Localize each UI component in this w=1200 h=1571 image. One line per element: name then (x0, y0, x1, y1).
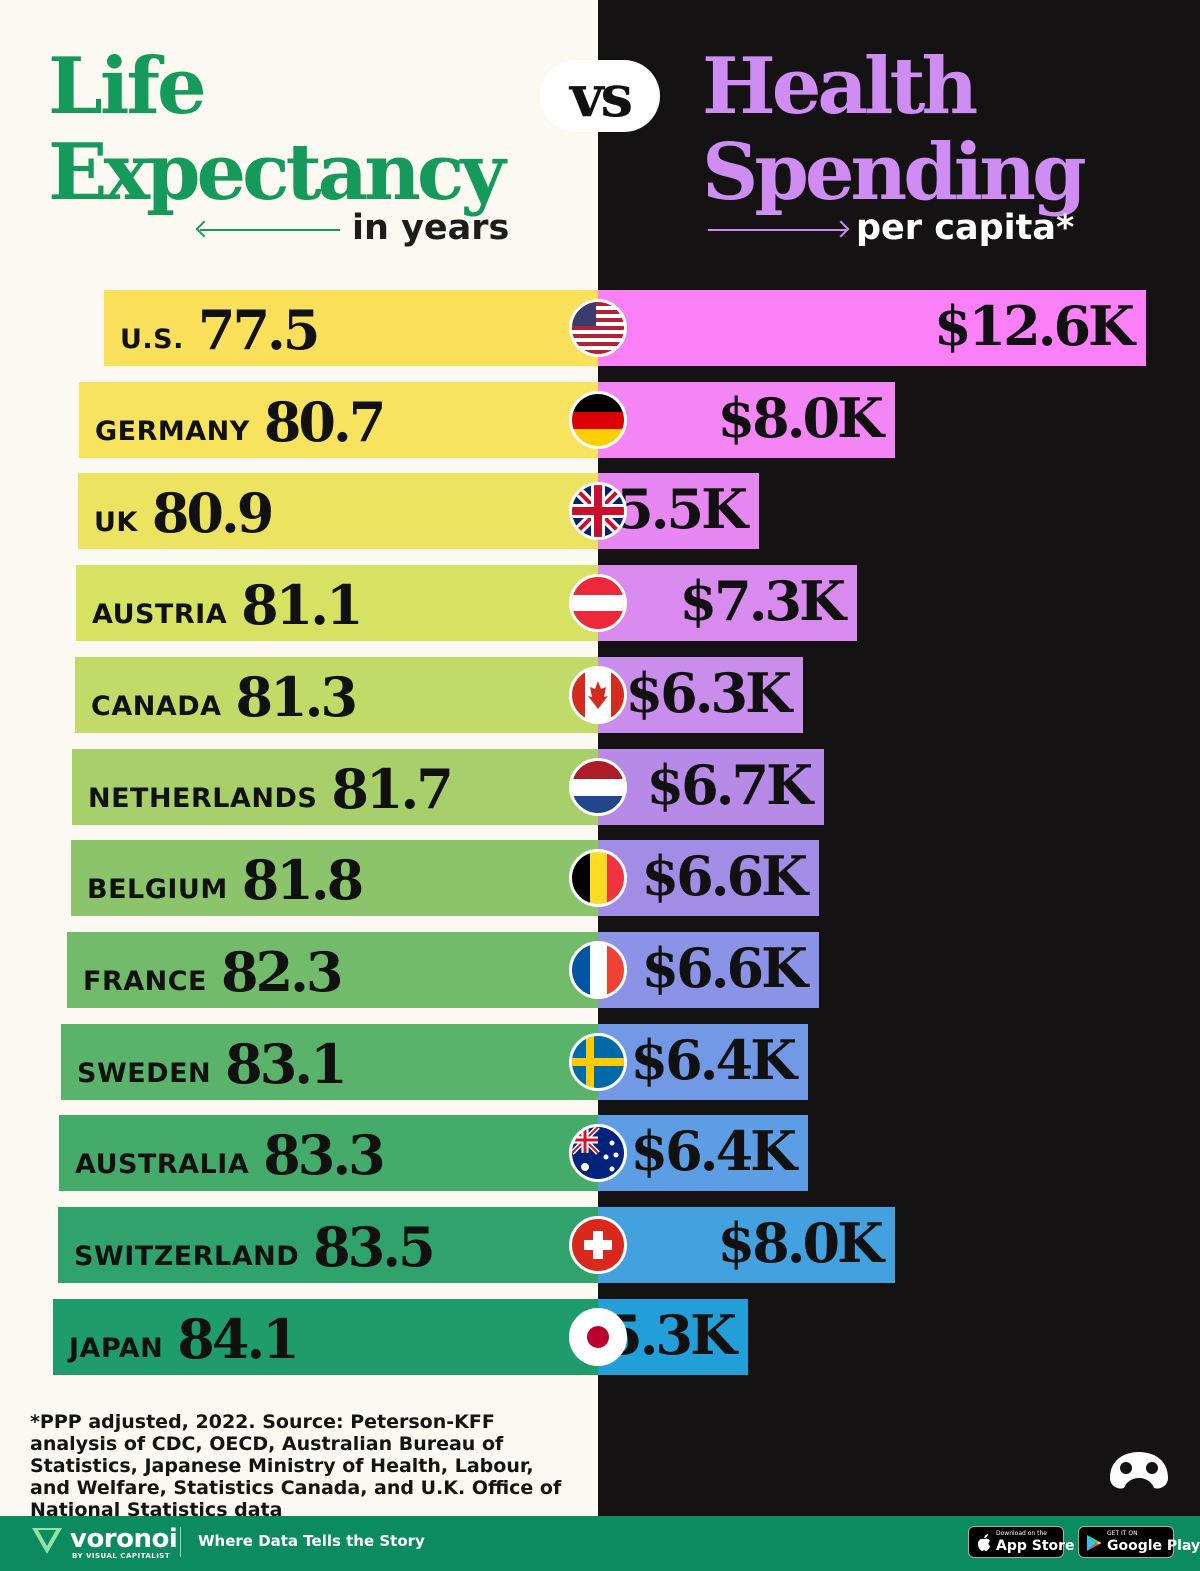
vs-badge: vs (540, 60, 660, 132)
life-expectancy-bar (61, 1024, 598, 1100)
life-expectancy-bar (78, 473, 598, 549)
life-expectancy-bar (59, 1115, 598, 1191)
voronoi-brand-sub: BY VISUAL CAPITALIST (72, 1552, 171, 1560)
flag-ca-icon (569, 666, 627, 724)
title-left-line1: Life (48, 41, 207, 132)
health-spending-bar (598, 840, 819, 916)
life-expectancy-bar (53, 1299, 598, 1375)
arrow-right-icon (708, 229, 846, 231)
health-spending-bar (598, 1024, 808, 1100)
google-play-button[interactable]: GET IT ON Google Play (1078, 1526, 1200, 1558)
visual-capitalist-logo-icon (1110, 1452, 1168, 1489)
health-spending-value: $6.4K (630, 1028, 797, 1092)
life-expectancy-value: 83.3 (263, 1123, 386, 1187)
google-play-label: Google Play (1107, 1538, 1200, 1554)
life-expectancy-bar (76, 565, 598, 641)
flag-gb-icon (569, 482, 627, 540)
health-spending-value: $8.0K (717, 1211, 884, 1275)
google-play-icon (1087, 1535, 1102, 1551)
title-right-line1: Health (702, 41, 978, 132)
flag-be-icon (569, 849, 627, 907)
health-spending-bar (598, 565, 857, 641)
title-left-line2: Expectancy (48, 127, 506, 218)
life-expectancy-bar (75, 657, 598, 733)
life-expectancy-bar (67, 932, 598, 1008)
country-label: JAPAN (69, 1333, 164, 1364)
health-spending-bar (598, 290, 1146, 366)
life-expectancy-title: Life Expectancy (48, 41, 506, 218)
health-spending-bar (598, 749, 824, 825)
country-label: GERMANY (95, 416, 250, 447)
apple-icon (978, 1534, 990, 1551)
life-expectancy-value: 77.5 (197, 298, 321, 362)
health-spending-value: $6.4K (630, 1119, 797, 1183)
google-play-small-label: GET IT ON (1107, 1530, 1138, 1537)
life-expectancy-value: 80.9 (151, 481, 275, 545)
health-spending-bar (598, 382, 895, 458)
flag-us-icon (569, 299, 627, 357)
health-spending-value: $7.3K (679, 569, 846, 633)
health-spending-value: $6.6K (641, 844, 808, 908)
voronoi-logo-icon (32, 1528, 62, 1554)
health-spending-title: Health Spending (702, 41, 1087, 218)
life-expectancy-value: 80.7 (263, 390, 387, 454)
voronoi-brand: voronoi (70, 1524, 178, 1554)
health-spending-value: $8.0K (717, 386, 884, 450)
life-expectancy-value: 83.5 (313, 1215, 436, 1279)
app-store-button[interactable]: Download on the App Store (968, 1526, 1075, 1558)
health-spending-subtitle: per capita* (856, 208, 1075, 248)
flag-de-icon (569, 391, 627, 449)
life-expectancy-bar (71, 840, 598, 916)
life-expectancy-bar (104, 290, 598, 366)
health-spending-value: $6.6K (641, 936, 808, 1000)
health-spending-bar (598, 657, 803, 733)
footnote: *PPP adjusted, 2022. Source: Peterson-KF… (30, 1411, 562, 1521)
health-spending-value: $6.3K (625, 661, 792, 725)
health-spending-bar (598, 1115, 808, 1191)
flag-au-icon (569, 1124, 627, 1182)
country-label: SWEDEN (77, 1058, 212, 1089)
life-expectancy-subtitle: in years (352, 208, 510, 248)
life-expectancy-bar (58, 1207, 598, 1283)
country-label: FRANCE (83, 966, 207, 997)
country-label: AUSTRIA (92, 599, 228, 630)
flag-jp-icon (569, 1308, 627, 1366)
flag-nl-icon (569, 758, 627, 816)
footer-divider (180, 1527, 181, 1557)
health-spending-bar (598, 932, 819, 1008)
country-label: UK (94, 507, 138, 538)
health-spending-value: $6.7K (646, 753, 813, 817)
life-expectancy-value: 82.3 (221, 940, 344, 1004)
life-expectancy-value: 81.3 (235, 665, 359, 729)
life-expectancy-value: 83.1 (225, 1032, 348, 1096)
life-expectancy-bar (72, 749, 598, 825)
flag-at-icon (569, 574, 627, 632)
life-expectancy-value: 81.1 (241, 573, 364, 637)
health-spending-bar (598, 1207, 895, 1283)
life-expectancy-value: 81.7 (331, 757, 454, 821)
title-right-line2: Spending (702, 127, 1087, 218)
life-expectancy-value: 81.8 (241, 848, 365, 912)
country-label: BELGIUM (87, 874, 228, 905)
flag-ch-icon (569, 1216, 627, 1274)
health-spending-value: $12.6K (933, 294, 1135, 358)
country-label: AUSTRALIA (75, 1149, 250, 1180)
flag-fr-icon (569, 941, 627, 999)
flag-se-icon (569, 1033, 627, 1091)
app-store-label: App Store (996, 1538, 1075, 1554)
country-label: U.S. (120, 324, 184, 355)
app-store-small-label: Download on the (996, 1530, 1047, 1537)
country-label: NETHERLANDS (88, 783, 318, 814)
arrow-left-icon (200, 229, 340, 231)
footer-tagline: Where Data Tells the Story (198, 1532, 425, 1550)
life-expectancy-value: 84.1 (177, 1307, 300, 1371)
life-expectancy-bar (79, 382, 598, 458)
country-label: SWITZERLAND (74, 1241, 300, 1272)
country-label: CANADA (91, 691, 222, 722)
